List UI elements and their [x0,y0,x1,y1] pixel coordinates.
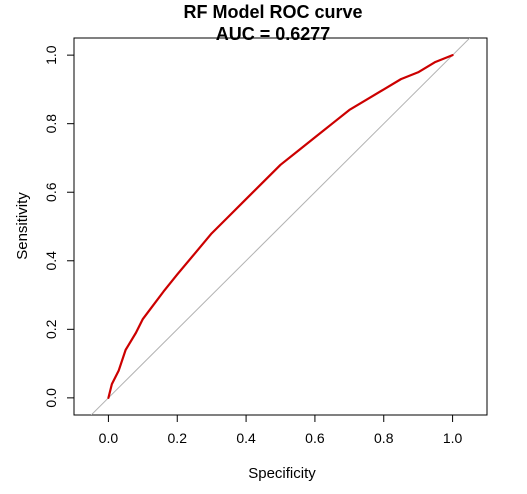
reference-diagonal-line [90,38,471,415]
x-tick-label: 0.2 [168,430,188,446]
roc-curve-series-0 [107,54,454,399]
x-tick-label: 0.8 [374,430,394,446]
x-tick-label: 0.4 [236,430,256,446]
chart-title-line-1: RF Model ROC curve [183,2,362,22]
x-axis-label: Specificity [248,465,316,482]
y-tick-label: 0.2 [43,319,59,339]
x-tick-label: 0.6 [305,430,325,446]
x-tick-label: 1.0 [443,430,463,446]
y-tick-label: 1.0 [43,45,59,65]
y-axis-label: Sensitivity [14,192,31,260]
chart-title-line-2: AUC = 0.6277 [216,24,331,44]
y-tick-label: 0.8 [43,114,59,134]
y-tick-label: 0.0 [43,388,59,408]
x-tick-label: 0.0 [99,430,119,446]
y-tick-label: 0.4 [43,251,59,271]
y-tick-label: 0.6 [43,182,59,202]
